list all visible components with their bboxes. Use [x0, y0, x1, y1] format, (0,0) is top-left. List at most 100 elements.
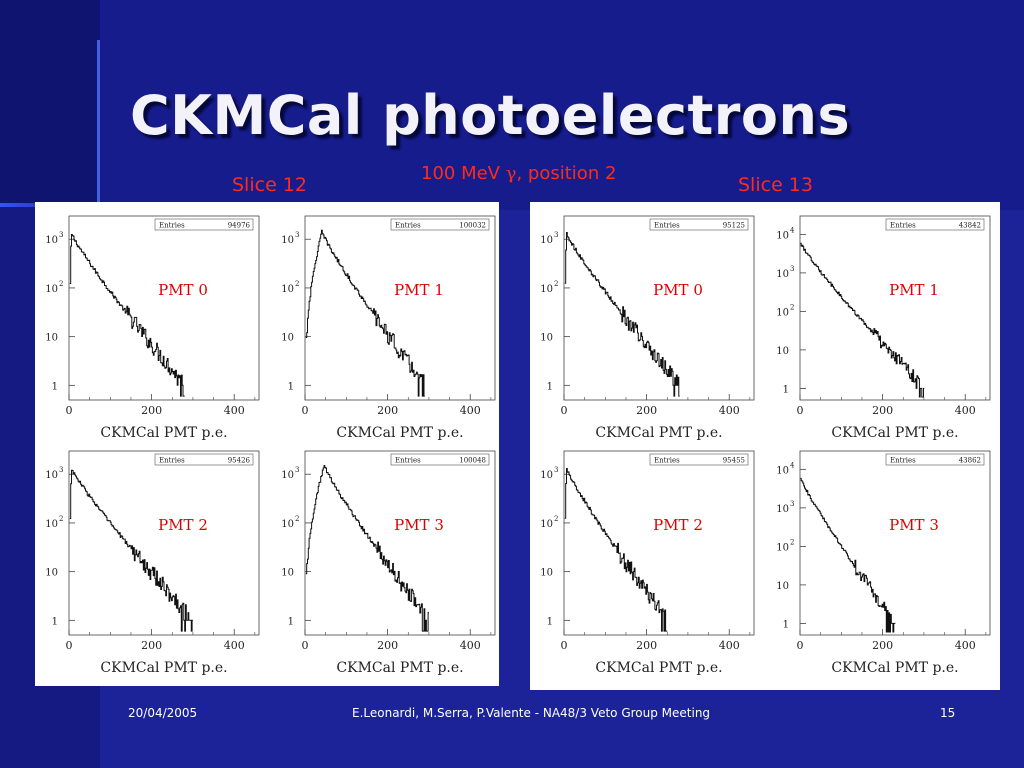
stats-box: Entries 95125 — [649, 218, 749, 231]
y-tick-label: 10 — [776, 269, 789, 280]
stats-box-frame — [390, 218, 490, 231]
histogram-curve — [800, 477, 896, 633]
pmt-label: PMT 0 — [158, 281, 208, 299]
y-tick-label: 1 — [288, 616, 294, 627]
y-tick-exponent: 2 — [790, 303, 794, 311]
slice-13-panel: Entries 95125 0 200 400 1 10 10 2 10 3 CKMCal PMT p… — [530, 202, 1000, 690]
x-tick-label: 200 — [872, 639, 893, 652]
stats-box: Entries 94976 — [154, 218, 254, 231]
x-tick-label: 400 — [719, 404, 740, 417]
plot-frame — [563, 215, 755, 401]
condition-prefix: 100 MeV — [421, 163, 506, 184]
stats-entries-label: Entries — [890, 222, 916, 230]
y-tick-label: 10 — [45, 333, 58, 344]
y-tick-exponent: 3 — [295, 466, 299, 474]
y-tick-exponent: 2 — [59, 280, 63, 288]
stats-box-frame — [154, 218, 254, 231]
stats-entries-value: 95125 — [723, 222, 745, 230]
stats-entries-value: 100032 — [459, 222, 486, 230]
y-tick-label: 1 — [52, 381, 58, 392]
plot-frame — [799, 215, 991, 401]
y-tick-label: 1 — [547, 381, 553, 392]
stats-box-frame — [649, 453, 749, 466]
stats-box-frame — [154, 453, 254, 466]
pmt-label: PMT 1 — [889, 281, 939, 299]
x-tick-label: 400 — [460, 639, 481, 652]
y-tick-label: 10 — [776, 465, 789, 476]
stats-entries-value: 100048 — [459, 457, 486, 465]
slide-title: CKMCal photoelectrons — [130, 84, 851, 147]
y-tick-label: 10 — [776, 504, 789, 515]
x-tick-label: 200 — [141, 404, 162, 417]
gamma-symbol: γ — [505, 163, 517, 184]
stats-entries-value: 95455 — [723, 457, 745, 465]
histogram-curve — [69, 469, 193, 632]
y-tick-label: 10 — [776, 230, 789, 241]
histogram-curve — [564, 468, 668, 632]
y-tick-exponent: 2 — [59, 515, 63, 523]
y-tick-exponent: 2 — [295, 280, 299, 288]
y-tick-exponent: 4 — [790, 461, 795, 469]
histogram-curve — [305, 465, 429, 632]
y-tick-label: 10 — [540, 568, 553, 579]
y-tick-exponent: 3 — [790, 500, 794, 508]
histogram-curve — [800, 242, 925, 398]
y-tick-label: 10 — [281, 470, 294, 481]
x-tick-label: 400 — [460, 404, 481, 417]
pmt-label: PMT 2 — [158, 516, 208, 534]
y-tick-exponent: 3 — [554, 231, 558, 239]
x-tick-label: 400 — [719, 639, 740, 652]
y-tick-label: 1 — [783, 619, 789, 630]
plot-frame — [799, 450, 991, 636]
y-tick-label: 10 — [45, 235, 58, 246]
slice-12-panel: Entries 94976 0 200 400 1 10 10 2 10 3 CKMCal PMT p… — [35, 202, 499, 686]
y-tick-label: 10 — [281, 519, 294, 530]
x-tick-label: 0 — [561, 404, 568, 417]
x-tick-label: 200 — [872, 404, 893, 417]
condition-label: 100 MeV γ, position 2 — [421, 163, 616, 184]
x-tick-label: 0 — [302, 639, 309, 652]
pmt-label: PMT 0 — [653, 281, 703, 299]
plot-frame — [304, 215, 496, 401]
stats-entries-label: Entries — [890, 457, 916, 465]
y-tick-label: 10 — [776, 307, 789, 318]
stats-entries-value: 43862 — [959, 457, 981, 465]
x-tick-label: 400 — [955, 404, 976, 417]
x-axis-label: CKMCal PMT p.e. — [100, 425, 227, 441]
footer-page-number: 15 — [940, 706, 956, 720]
y-tick-label: 10 — [540, 519, 553, 530]
x-tick-label: 200 — [636, 404, 657, 417]
y-tick-exponent: 3 — [790, 265, 794, 273]
plot-frame — [304, 450, 496, 636]
pmt-label: PMT 1 — [394, 281, 444, 299]
x-tick-label: 200 — [377, 404, 398, 417]
y-tick-exponent: 3 — [295, 231, 299, 239]
y-tick-exponent: 2 — [790, 538, 794, 546]
pmt-label: PMT 3 — [394, 516, 444, 534]
stats-box: Entries 95426 — [154, 453, 254, 466]
y-tick-label: 10 — [776, 542, 789, 553]
x-tick-label: 200 — [141, 639, 162, 652]
stats-box: Entries 100032 — [390, 218, 490, 231]
stats-box-frame — [885, 453, 985, 466]
y-tick-label: 10 — [540, 470, 553, 481]
y-tick-label: 1 — [288, 381, 294, 392]
x-tick-label: 0 — [797, 404, 804, 417]
stats-entries-label: Entries — [159, 457, 185, 465]
stats-box: Entries 100048 — [390, 453, 490, 466]
stats-entries-value: 95426 — [228, 457, 251, 465]
stats-box-frame — [649, 218, 749, 231]
y-tick-exponent: 3 — [554, 466, 558, 474]
y-tick-exponent: 2 — [554, 515, 558, 523]
stats-box: Entries 95455 — [649, 453, 749, 466]
slice-12-label: Slice 12 — [232, 174, 307, 196]
plot-frame — [68, 215, 260, 401]
y-tick-label: 10 — [281, 568, 294, 579]
